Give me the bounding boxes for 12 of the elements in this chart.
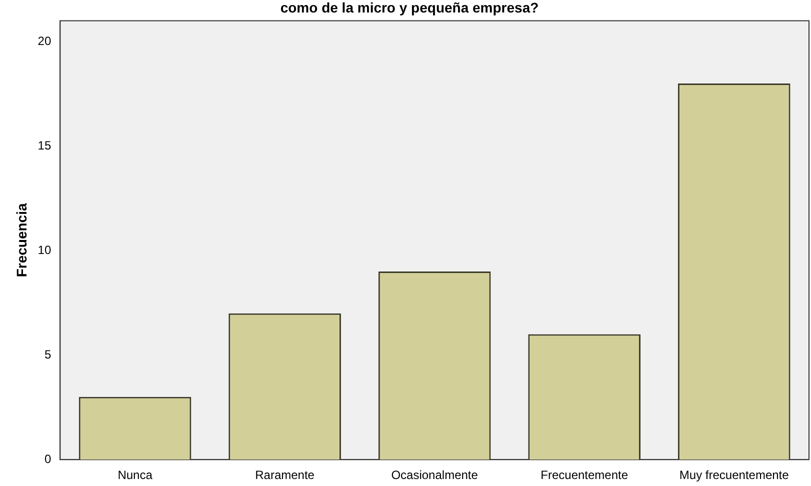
y-axis-title: Frecuencia	[13, 203, 30, 278]
x-tick-label: Frecuentemente	[540, 468, 628, 482]
x-tick-label: Nunca	[118, 468, 153, 482]
y-tick-label: 5	[44, 347, 52, 362]
y-tick-label: 20	[38, 34, 52, 48]
x-tick-label: Raramente	[255, 468, 315, 482]
x-tick-label: Muy frecuentemente	[679, 468, 790, 482]
chart-title: como de la micro y pequeña empresa?	[280, 0, 539, 16]
y-tick-label: 15	[38, 138, 52, 152]
x-tick-label: Ocasionalmente	[391, 468, 478, 482]
y-tick-label: 10	[38, 242, 52, 257]
y-tick-label: 0	[44, 452, 52, 466]
